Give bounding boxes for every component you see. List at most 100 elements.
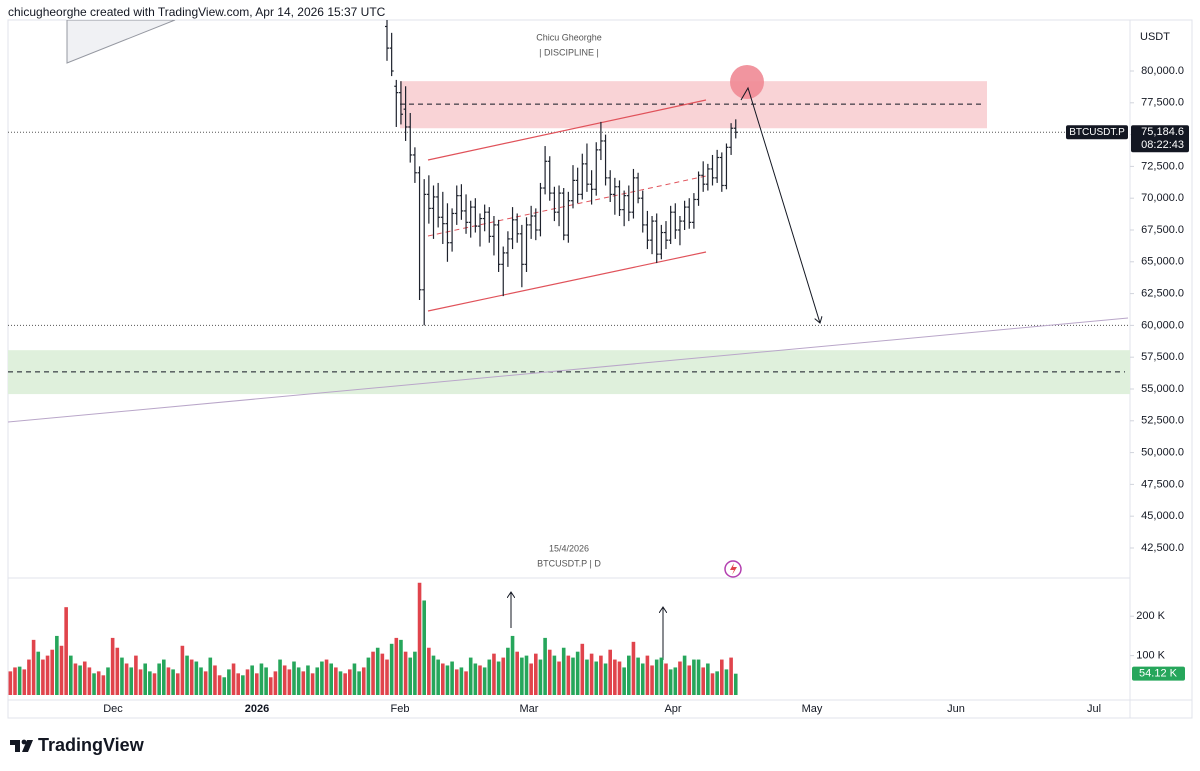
volume-bar <box>264 667 268 695</box>
volume-bar <box>673 667 678 695</box>
volume-bar <box>450 661 454 695</box>
volume-bar <box>496 661 501 695</box>
volume-bar <box>473 663 478 695</box>
volume-bar <box>441 663 445 695</box>
replay-icon[interactable] <box>724 560 742 578</box>
volume-bar <box>366 657 371 695</box>
volume-bar <box>296 667 301 695</box>
volume-bar <box>575 651 580 695</box>
channel-lower <box>427 251 707 312</box>
volume-bar <box>315 667 320 695</box>
y-tick-label: 60,000.0 <box>1141 319 1184 331</box>
volume-bar <box>468 657 473 695</box>
volume-bar <box>241 675 245 695</box>
volume-bar <box>73 663 78 695</box>
brand-logo: TradingView <box>10 735 145 755</box>
volume-bar <box>585 659 589 695</box>
volume-bar <box>203 671 208 695</box>
volume-bar <box>394 637 399 695</box>
volume-bar <box>659 657 664 695</box>
volume-bar <box>324 659 329 695</box>
volume-bar <box>668 669 673 695</box>
y-tick-label: 77,500.0 <box>1141 97 1184 109</box>
volume-bar <box>82 661 87 695</box>
y-tick-label: 62,500.0 <box>1141 288 1184 300</box>
volume-bar <box>166 667 171 695</box>
volume-bar <box>31 639 36 695</box>
volume-bar <box>92 673 96 695</box>
symbol-tag-text: BTCUSDT.P <box>1069 127 1125 138</box>
x-tick-label: May <box>802 703 823 715</box>
volume-bar <box>268 677 273 695</box>
volume-bar <box>152 673 157 695</box>
volume-bar <box>692 659 696 695</box>
volume-bar <box>706 663 710 695</box>
volume-bar <box>682 655 687 695</box>
volume-bar <box>8 671 13 695</box>
volume-bar <box>110 637 115 695</box>
volume-bar <box>55 635 59 695</box>
volume-bar <box>599 655 603 695</box>
volume-bar <box>538 659 543 695</box>
volume-bar <box>580 643 585 695</box>
volume-bar <box>227 669 231 695</box>
symbol-interval-label: BTCUSDT.P | D <box>537 558 601 568</box>
volume-bar <box>120 657 124 695</box>
volume-bar <box>724 669 729 695</box>
volume-bar <box>613 659 617 695</box>
y-tick-label: 42,500.0 <box>1141 542 1184 554</box>
top-left-pattern <box>66 20 176 64</box>
y-tick-label: 55,000.0 <box>1141 383 1184 395</box>
volume-bar <box>589 653 594 695</box>
x-tick-label: Mar <box>520 703 539 715</box>
volume-bar <box>273 671 278 695</box>
volume-bar <box>515 651 519 695</box>
volume-bar <box>529 663 533 695</box>
y-tick-label: 57,500.0 <box>1141 351 1184 363</box>
brand-text: TradingView <box>38 735 145 755</box>
volume-bar <box>636 657 640 695</box>
symbol-tag <box>1066 125 1128 140</box>
volume-bar <box>664 663 668 695</box>
volume-bar <box>492 653 496 695</box>
volume-bar <box>343 673 347 695</box>
volume-bar <box>250 665 254 695</box>
last-price-label: 75,184.6 <box>1141 126 1184 138</box>
volume-bar <box>208 657 213 695</box>
volume-bar <box>36 651 41 695</box>
volume-bar <box>380 653 385 695</box>
volume-bar <box>278 659 282 695</box>
volume-bar <box>124 663 129 695</box>
volume-bar <box>654 659 659 695</box>
volume-bar <box>459 667 464 695</box>
volume-bar <box>59 645 64 695</box>
volume-bar <box>547 649 552 695</box>
volume-bar <box>631 641 636 695</box>
y-tick-label: 45,000.0 <box>1141 510 1184 522</box>
projection-arrow <box>740 86 820 323</box>
y-tick-label: 80,000.0 <box>1141 65 1184 77</box>
volume-bar <box>222 677 227 695</box>
volume-bar <box>650 665 654 695</box>
target-circle <box>730 65 764 99</box>
volume-tick-label: 100 K <box>1136 650 1165 662</box>
y-tick-label: 50,000.0 <box>1141 446 1184 458</box>
y-tick-label: 72,500.0 <box>1141 160 1184 172</box>
volume-bar <box>101 675 106 695</box>
author-label: Chicu Gheorghe <box>536 32 602 42</box>
volume-bar <box>482 667 487 695</box>
volume-bar <box>115 647 120 695</box>
volume-bar <box>645 655 650 695</box>
volume-bar <box>13 667 17 695</box>
volume-bar <box>594 661 599 695</box>
volume-bar <box>640 663 645 695</box>
x-tick-label: Dec <box>103 703 123 715</box>
volume-bar <box>171 669 175 695</box>
currency-label: USDT <box>1140 31 1170 43</box>
volume-bar <box>427 647 431 695</box>
x-tick-label: Feb <box>391 703 410 715</box>
y-tick-label: 70,000.0 <box>1141 192 1184 204</box>
volume-bar <box>687 665 692 695</box>
volume-bar <box>282 665 287 695</box>
countdown-label: 08:22:43 <box>1141 139 1184 151</box>
